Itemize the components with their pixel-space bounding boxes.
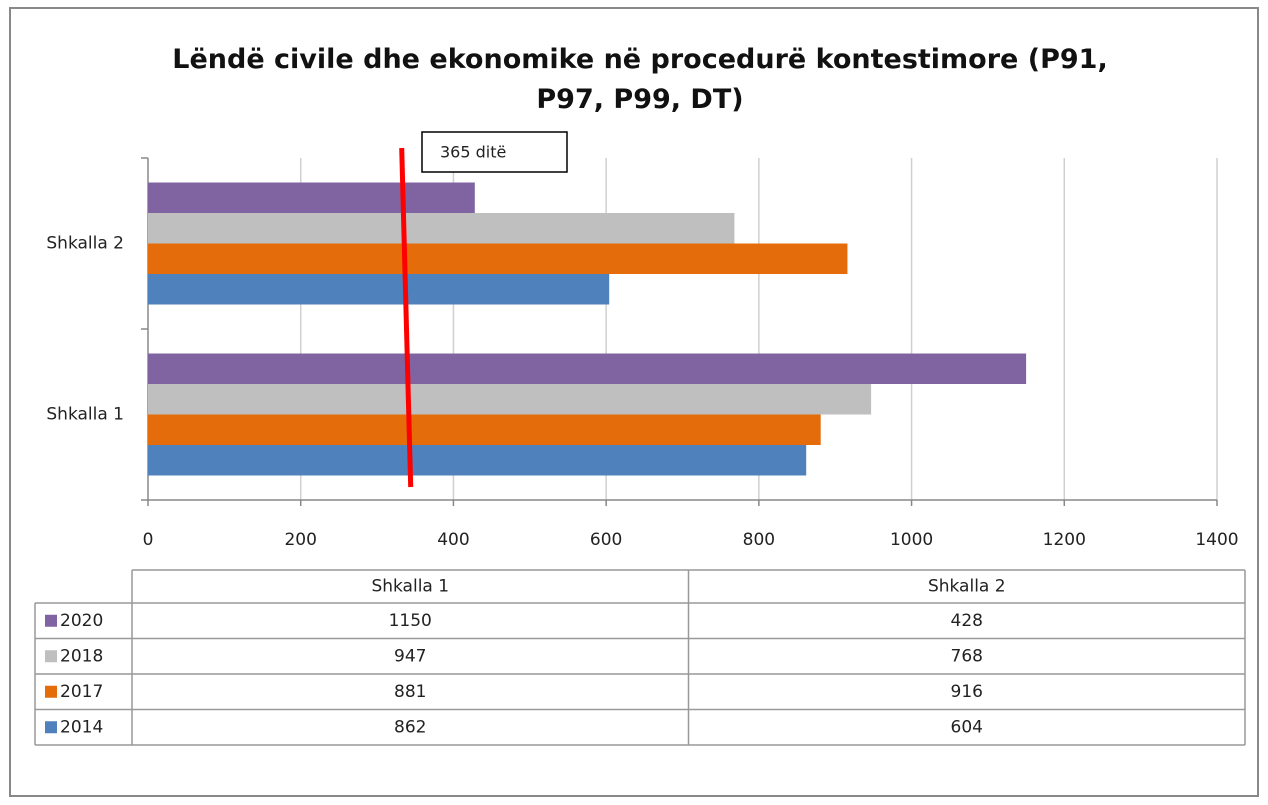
legend-swatch — [45, 685, 57, 698]
table-cell: 604 — [951, 717, 983, 737]
table-cell: 768 — [951, 646, 983, 666]
table-cell: 881 — [394, 682, 426, 702]
legend-swatch — [45, 650, 57, 663]
annotation-box — [421, 131, 568, 173]
x-tick-label: 1000 — [890, 530, 933, 550]
table-header: Shkalla 2 — [928, 577, 1006, 597]
chart-title: Lëndë civile dhe ekonomike në procedurë … — [172, 44, 1108, 115]
table-cell: 916 — [951, 682, 983, 702]
x-tick-label: 600 — [590, 530, 622, 550]
bar — [148, 182, 475, 213]
bar — [148, 445, 807, 476]
x-tick-label: 1400 — [1195, 530, 1238, 550]
legend-label: 2020 — [60, 611, 103, 631]
y-tick-label: Shkalla 1 — [46, 405, 124, 425]
y-tick-label: Shkalla 2 — [46, 234, 124, 254]
bar — [148, 213, 735, 244]
x-tick-label: 1200 — [1043, 530, 1086, 550]
reference-line — [399, 147, 414, 488]
legend-swatch — [45, 614, 57, 627]
x-tick-label: 400 — [437, 530, 469, 550]
bar — [148, 384, 872, 415]
legend-swatch — [45, 721, 57, 734]
table-cell: 428 — [951, 611, 983, 631]
legend-label: 2014 — [60, 717, 103, 737]
x-tick-label: 200 — [284, 530, 316, 550]
bar — [148, 274, 610, 305]
bar — [148, 243, 848, 274]
annotation: 365 ditë — [440, 143, 506, 162]
bar — [148, 414, 821, 445]
x-tick-label: 0 — [143, 530, 154, 550]
table-header: Shkalla 1 — [371, 577, 449, 597]
legend-label: 2017 — [60, 682, 103, 702]
x-tick-label: 800 — [743, 530, 775, 550]
table-cell: 862 — [394, 717, 426, 737]
table-cell: 947 — [394, 646, 426, 666]
bar — [148, 353, 1027, 384]
legend-label: 2018 — [60, 646, 103, 666]
chart-frame — [9, 7, 1259, 797]
table-cell: 1150 — [389, 611, 432, 631]
